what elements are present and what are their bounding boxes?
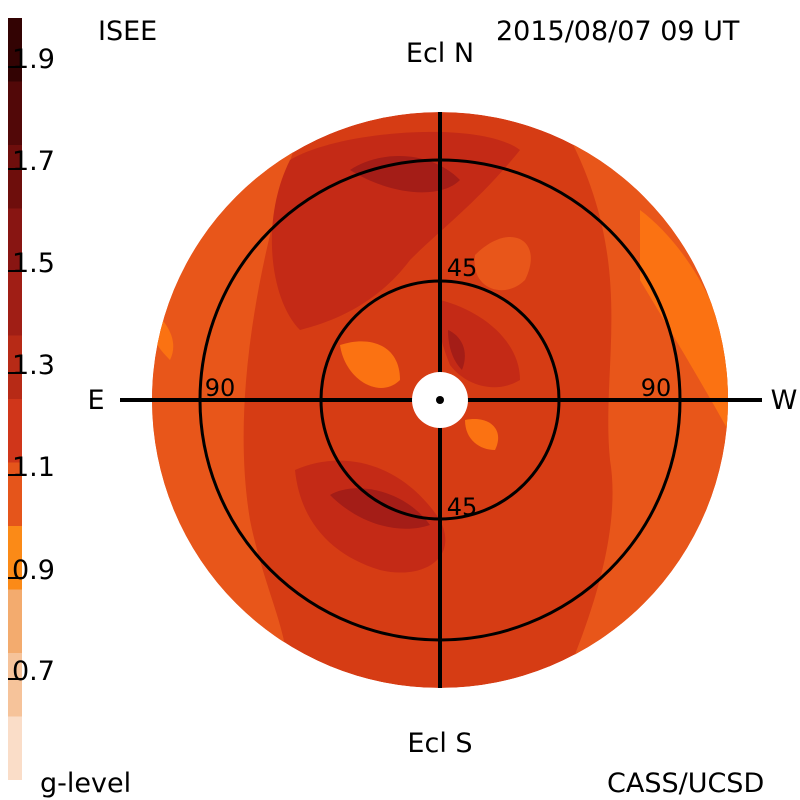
colorbar-tick	[8, 678, 22, 680]
sun-center-dot	[436, 396, 444, 404]
colorbar	[8, 18, 22, 780]
colorbar-title: g-level	[40, 768, 132, 799]
region-very-high	[330, 488, 430, 529]
colorbar-tick-label: 1.3	[12, 350, 55, 381]
colorbar-tick-label: 1.7	[12, 146, 55, 177]
direction-east: E	[87, 385, 104, 416]
observatory-label: ISEE	[98, 16, 158, 47]
region-very-low	[465, 419, 499, 450]
timestamp-label: 2015/08/07 09 UT	[496, 16, 740, 47]
ring-label-90-right: 90	[641, 374, 672, 402]
region-very-high	[350, 156, 460, 193]
direction-south: Ecl S	[407, 728, 472, 759]
colorbar-tick-label: 0.9	[12, 555, 55, 586]
region-very-low	[340, 341, 400, 388]
colorbar-tick-label: 1.5	[12, 248, 55, 279]
colorbar-tick-label: 0.7	[12, 656, 55, 687]
colorbar-tick	[8, 66, 22, 68]
colorbar-tick	[8, 577, 22, 579]
colorbar-tick	[8, 372, 22, 374]
colorbar-tick-label: 1.1	[12, 452, 55, 483]
direction-west: W	[771, 385, 798, 416]
colorbar-tick	[8, 474, 22, 476]
region-very-high	[448, 330, 465, 370]
region-low	[474, 236, 531, 291]
ring-label-90-left: 90	[205, 374, 236, 402]
ring-label-45-bottom: 45	[447, 493, 478, 521]
credit-label: CASS/UCSD	[607, 768, 765, 799]
colorbar-tick	[8, 270, 22, 272]
colorbar-tick-label: 1.9	[12, 44, 55, 75]
direction-north: Ecl N	[406, 38, 474, 69]
region-very-low	[640, 210, 728, 430]
colorbar-tick	[8, 168, 22, 170]
ring-label-45-top: 45	[447, 254, 478, 282]
